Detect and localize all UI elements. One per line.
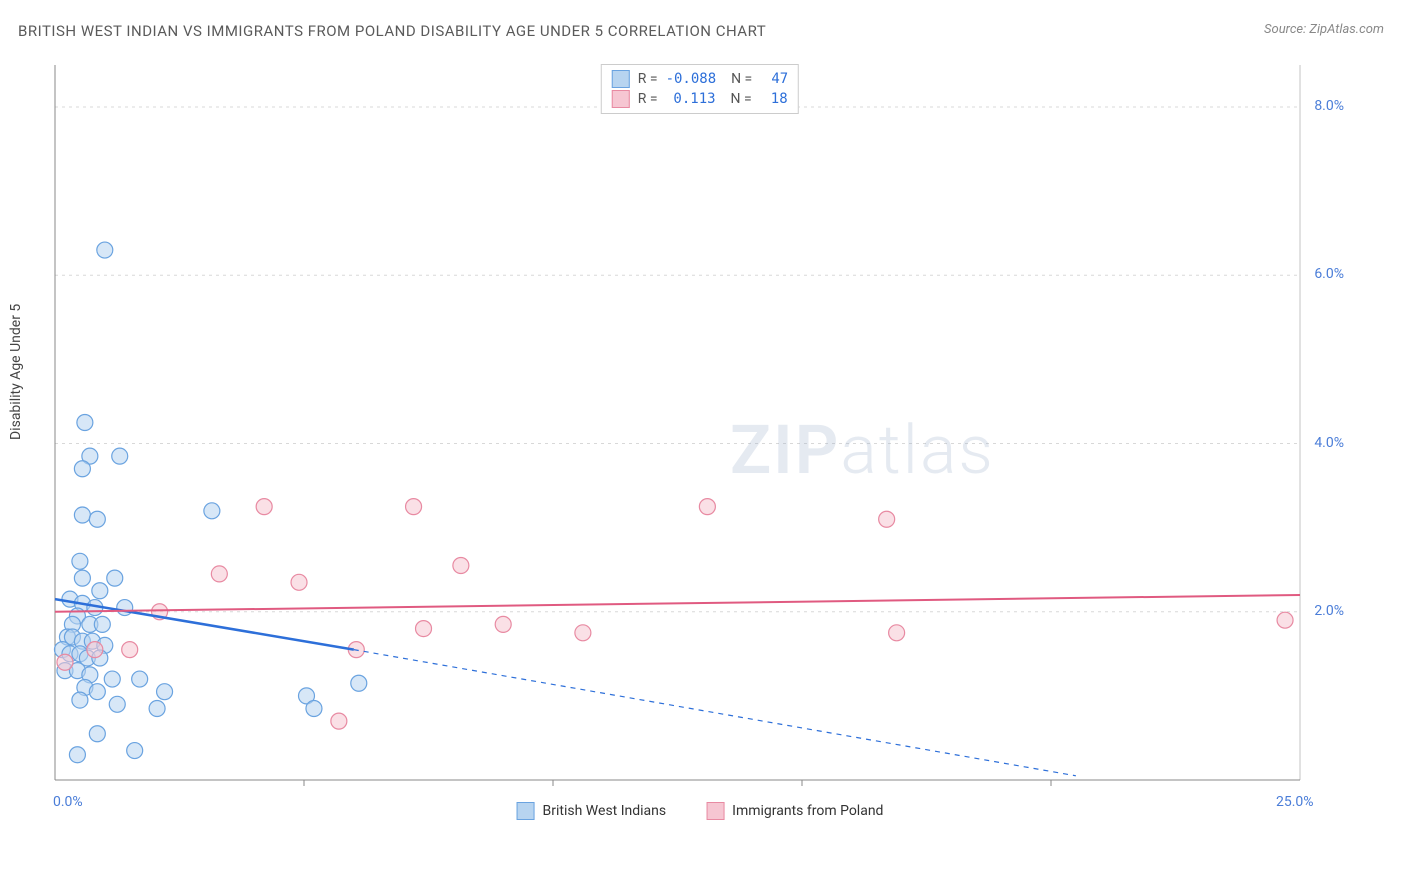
y-tick-label: 4.0% xyxy=(1314,435,1344,451)
stats-legend-row: R = -0.088 N = 47 xyxy=(612,69,788,89)
data-point xyxy=(109,696,125,712)
data-point xyxy=(699,499,715,515)
data-point xyxy=(149,701,165,717)
stat-r-label: R = xyxy=(638,91,658,107)
data-point xyxy=(453,558,469,574)
x-tick-label: 0.0% xyxy=(53,794,83,810)
data-point xyxy=(74,570,90,586)
legend-swatch xyxy=(517,802,535,820)
scatter-plot xyxy=(50,60,1350,820)
data-point xyxy=(92,583,108,599)
data-point xyxy=(89,511,105,527)
regression-line xyxy=(55,595,1300,612)
data-point xyxy=(107,570,123,586)
data-point xyxy=(112,448,128,464)
data-point xyxy=(74,461,90,477)
data-point xyxy=(117,600,133,616)
series-legend: British West Indians Immigrants from Pola… xyxy=(517,802,884,820)
data-point xyxy=(87,642,103,658)
data-point xyxy=(132,671,148,687)
data-point xyxy=(495,616,511,632)
data-point xyxy=(57,654,73,670)
data-point xyxy=(127,743,143,759)
stat-r-value: -0.088 xyxy=(666,71,717,87)
data-point xyxy=(879,511,895,527)
stat-r-value: 0.113 xyxy=(666,91,716,107)
data-point xyxy=(72,692,88,708)
data-point xyxy=(157,684,173,700)
series-legend-item: Immigrants from Poland xyxy=(706,802,883,820)
y-tick-label: 2.0% xyxy=(1314,603,1344,619)
series-legend-label: Immigrants from Poland xyxy=(732,803,883,819)
data-point xyxy=(77,415,93,431)
legend-swatch xyxy=(612,70,630,88)
data-point xyxy=(211,566,227,582)
series-legend-label: British West Indians xyxy=(543,803,667,819)
data-point xyxy=(1277,612,1293,628)
stats-legend: R = -0.088 N = 47 R = 0.113 N = 18 xyxy=(601,64,799,114)
data-point xyxy=(331,713,347,729)
data-point xyxy=(69,747,85,763)
data-point xyxy=(72,553,88,569)
legend-swatch xyxy=(706,802,724,820)
source-attribution: Source: ZipAtlas.com xyxy=(1264,22,1384,37)
data-point xyxy=(416,621,432,637)
stat-n-label: N = xyxy=(724,71,752,87)
data-point xyxy=(204,503,220,519)
legend-swatch xyxy=(612,90,630,108)
chart-title: BRITISH WEST INDIAN VS IMMIGRANTS FROM P… xyxy=(18,22,766,40)
data-point xyxy=(351,675,367,691)
data-point xyxy=(97,242,113,258)
data-point xyxy=(89,726,105,742)
stat-n-value: 18 xyxy=(760,91,788,107)
data-point xyxy=(575,625,591,641)
data-point xyxy=(291,574,307,590)
data-point xyxy=(122,642,138,658)
data-point xyxy=(406,499,422,515)
stat-n-value: 47 xyxy=(760,71,788,87)
data-point xyxy=(89,684,105,700)
y-axis-label: Disability Age Under 5 xyxy=(8,304,24,440)
data-point xyxy=(74,507,90,523)
x-tick-label: 25.0% xyxy=(1276,794,1314,810)
regression-line-extrapolated xyxy=(354,650,1076,776)
data-point xyxy=(256,499,272,515)
stats-legend-row: R = 0.113 N = 18 xyxy=(612,89,788,109)
series-legend-item: British West Indians xyxy=(517,802,667,820)
chart-area: ZIPatlas R = -0.088 N = 47 R = 0.113 N =… xyxy=(50,60,1350,820)
stat-r-label: R = xyxy=(638,71,658,87)
data-point xyxy=(889,625,905,641)
stat-n-label: N = xyxy=(724,91,752,107)
y-tick-label: 6.0% xyxy=(1314,266,1344,282)
y-tick-label: 8.0% xyxy=(1314,98,1344,114)
data-point xyxy=(306,701,322,717)
data-point xyxy=(104,671,120,687)
data-point xyxy=(94,616,110,632)
